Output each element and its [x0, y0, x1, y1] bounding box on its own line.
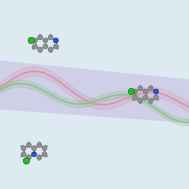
Circle shape — [153, 89, 158, 94]
Circle shape — [153, 95, 158, 100]
Polygon shape — [0, 60, 189, 123]
Circle shape — [37, 143, 42, 148]
Circle shape — [133, 95, 138, 100]
Circle shape — [143, 95, 148, 100]
Circle shape — [27, 142, 30, 144]
Circle shape — [21, 145, 23, 148]
Circle shape — [38, 158, 41, 161]
Circle shape — [26, 155, 31, 160]
Circle shape — [156, 98, 159, 101]
Circle shape — [21, 152, 26, 157]
Circle shape — [38, 142, 41, 144]
Circle shape — [49, 50, 52, 53]
Circle shape — [33, 44, 37, 49]
Circle shape — [43, 44, 48, 49]
Circle shape — [53, 44, 58, 49]
Circle shape — [39, 34, 41, 37]
Circle shape — [21, 146, 26, 151]
Circle shape — [133, 89, 138, 94]
Circle shape — [148, 86, 153, 91]
Circle shape — [148, 98, 153, 103]
Circle shape — [132, 98, 135, 101]
Circle shape — [37, 155, 42, 160]
Circle shape — [138, 86, 143, 91]
Circle shape — [21, 155, 23, 157]
Circle shape — [26, 143, 31, 148]
Circle shape — [56, 47, 59, 50]
Circle shape — [138, 98, 143, 103]
Circle shape — [43, 38, 48, 43]
Circle shape — [38, 47, 43, 52]
Circle shape — [39, 50, 41, 53]
Circle shape — [42, 152, 47, 157]
Circle shape — [33, 38, 37, 43]
Circle shape — [38, 35, 43, 40]
Circle shape — [53, 38, 58, 43]
Circle shape — [128, 88, 135, 95]
Circle shape — [32, 47, 35, 50]
Circle shape — [139, 85, 142, 88]
Circle shape — [49, 34, 52, 37]
Circle shape — [139, 101, 142, 104]
Circle shape — [23, 158, 29, 164]
Circle shape — [45, 155, 47, 157]
Circle shape — [45, 145, 47, 148]
Circle shape — [149, 101, 152, 104]
Circle shape — [28, 37, 34, 44]
Circle shape — [32, 146, 36, 151]
Circle shape — [32, 152, 36, 157]
Circle shape — [143, 89, 148, 94]
Circle shape — [48, 47, 53, 52]
Circle shape — [42, 146, 47, 151]
Circle shape — [149, 85, 152, 88]
Circle shape — [48, 35, 53, 40]
